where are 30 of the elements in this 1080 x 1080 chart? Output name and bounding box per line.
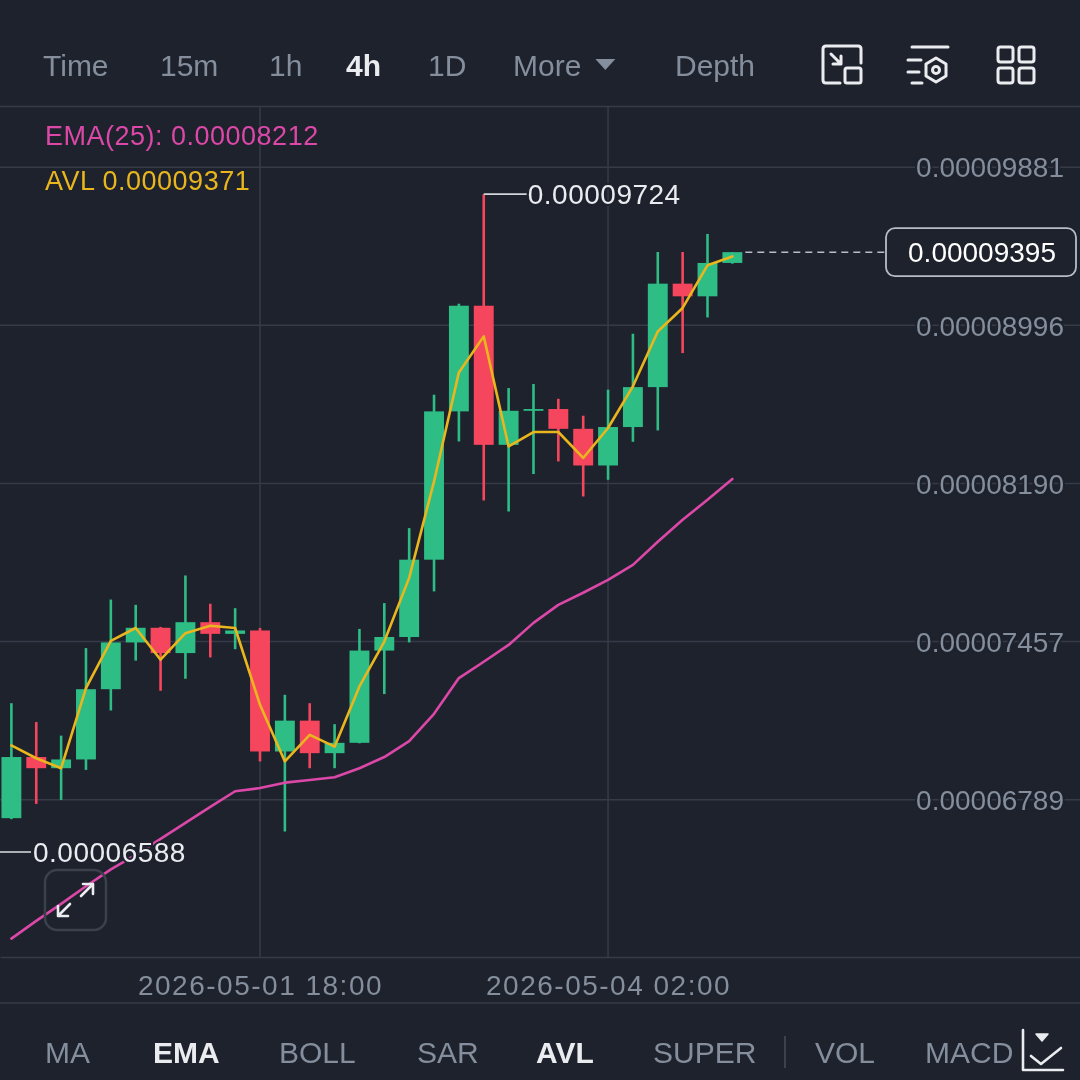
ref-line-label: 0.00009395 bbox=[908, 236, 1056, 268]
text: SUPER bbox=[653, 1035, 757, 1069]
y-tick-label: 0.00008190 bbox=[916, 468, 1064, 500]
text: AVL 0.00009371 bbox=[45, 166, 251, 197]
y-tick-label: 0.00009881 bbox=[916, 152, 1064, 184]
text: MACD bbox=[925, 1035, 1014, 1069]
text: 15m bbox=[160, 48, 219, 82]
text: More bbox=[513, 48, 582, 82]
annotation: 0.00009724 bbox=[527, 178, 681, 210]
text: VOL bbox=[815, 1035, 876, 1069]
text: AVL bbox=[536, 1035, 594, 1069]
text: Depth bbox=[675, 48, 756, 82]
x-tick-label: 2026-05-01 18:00 bbox=[137, 969, 384, 1001]
line-series bbox=[10, 255, 734, 770]
x-tick-label: 2026-05-04 02:00 bbox=[486, 969, 732, 1001]
y-tick-label: 0.00008996 bbox=[916, 310, 1064, 342]
text: 1h bbox=[269, 48, 303, 82]
text: BOLL bbox=[279, 1035, 356, 1069]
text: Time bbox=[43, 48, 109, 82]
text: MA bbox=[45, 1035, 90, 1069]
text: EMA bbox=[153, 1035, 220, 1069]
y-tick-label: 0.00006789 bbox=[916, 784, 1064, 816]
text: 1D bbox=[428, 48, 467, 82]
candlestick bbox=[523, 382, 544, 476]
y-tick-label: 0.00007457 bbox=[916, 626, 1064, 658]
text: 4h bbox=[346, 48, 382, 82]
text: EMA(25): 0.00008212 bbox=[45, 121, 319, 152]
candlestick bbox=[548, 397, 569, 463]
text: SAR bbox=[417, 1035, 479, 1069]
line-series bbox=[10, 477, 734, 940]
